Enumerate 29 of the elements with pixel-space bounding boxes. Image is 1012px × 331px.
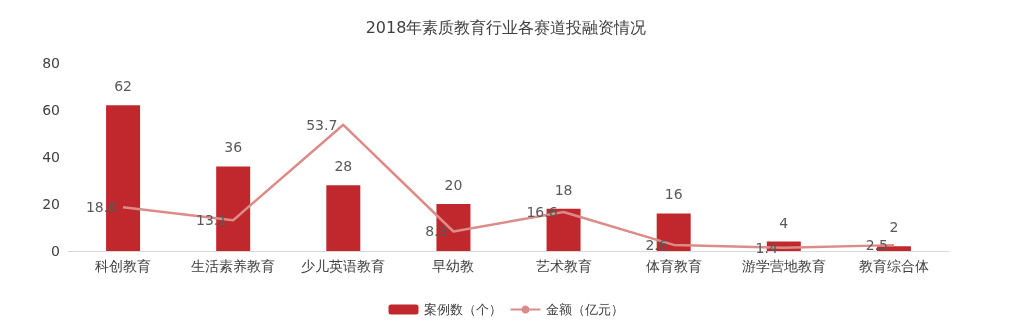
x-tick-label: 早幼教 xyxy=(432,258,475,274)
chart-title: 2018年素质教育行业各赛道投融资情况 xyxy=(365,17,647,37)
y-tick-label: 60 xyxy=(42,102,60,118)
legend-label: 金额（亿元） xyxy=(545,302,624,317)
data-label: 4 xyxy=(779,214,789,231)
y-tick-label: 80 xyxy=(42,55,60,71)
data-label: 18 xyxy=(554,181,573,198)
data-label: 28 xyxy=(334,158,353,175)
y-tick-label: 0 xyxy=(51,243,60,259)
y-tick-label: 40 xyxy=(42,149,60,165)
x-tick-label: 生活素养教育 xyxy=(191,258,276,274)
x-tick-label: 教育综合体 xyxy=(858,258,929,274)
x-tick-label: 体育教育 xyxy=(645,258,702,274)
x-tick-label: 科创教育 xyxy=(95,258,152,274)
data-label: 1.4 xyxy=(755,239,778,256)
bar xyxy=(326,185,361,251)
legend-label: 案例数（个） xyxy=(423,302,502,317)
data-label: 16 xyxy=(664,186,683,203)
data-label: 8.3 xyxy=(425,223,448,240)
data-label: 2.5 xyxy=(865,237,888,254)
x-tick-label: 少儿英语教育 xyxy=(301,258,386,274)
x-tick-label: 游学营地教育 xyxy=(741,258,826,274)
x-tick-label: 艺术教育 xyxy=(535,258,592,274)
data-label: 62 xyxy=(114,78,132,95)
data-label: 53.7 xyxy=(306,116,338,133)
y-tick-label: 20 xyxy=(42,196,60,212)
data-label: 2 xyxy=(889,219,899,236)
data-label: 20 xyxy=(444,177,463,193)
data-label: 36 xyxy=(224,139,243,156)
